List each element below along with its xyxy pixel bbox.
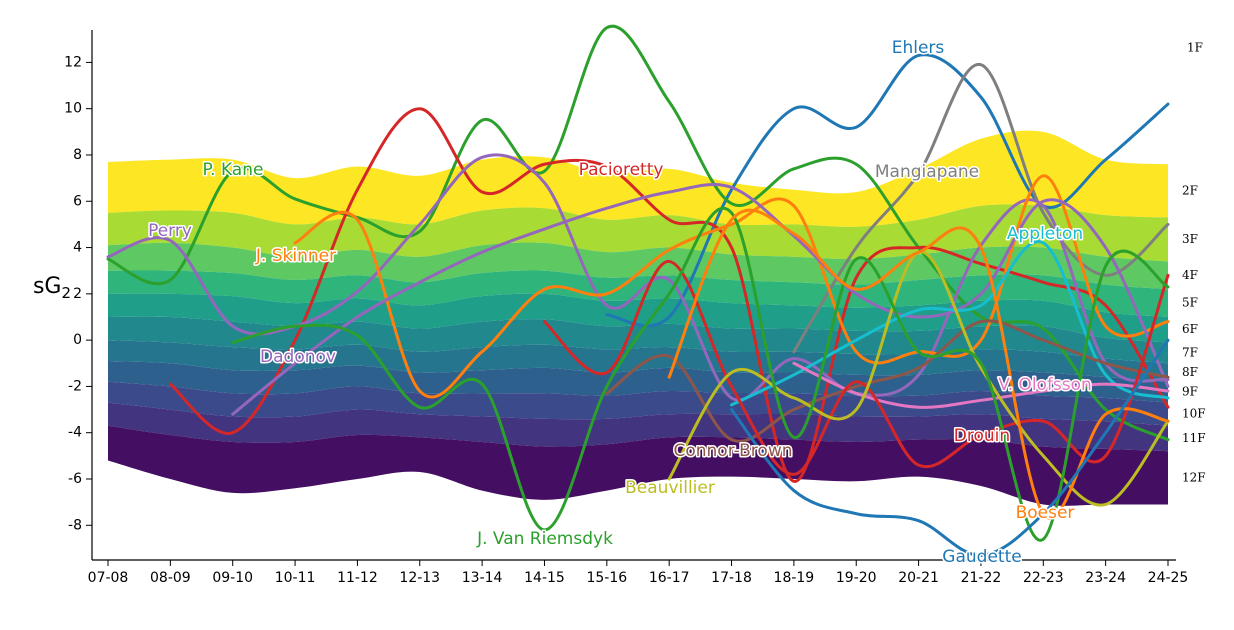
player-label: Appleton <box>1007 224 1083 244</box>
player-line <box>542 259 1170 476</box>
band-label: 12F <box>1182 470 1206 484</box>
player-line <box>792 361 1170 409</box>
x-tick-label: 10-11 <box>275 570 316 586</box>
x-tick-label: 16-17 <box>649 570 690 586</box>
player-label: Drouin <box>954 426 1010 446</box>
x-tick-label: 07-08 <box>88 570 129 586</box>
band-label: 11F <box>1182 431 1206 445</box>
band-area <box>108 402 1168 452</box>
x-tick-label: 11-12 <box>337 570 378 586</box>
x-tick-label: 08-09 <box>150 570 191 586</box>
player-label: J. Van Riemsdyk <box>476 529 613 549</box>
player-line <box>231 183 1170 416</box>
y-tick-label: 6 <box>73 193 82 209</box>
player-label: Beauvillier <box>625 478 715 498</box>
player-label: Pacioretty <box>579 160 664 180</box>
x-tick-label: 15-16 <box>586 570 627 586</box>
player-label: Connor-Brown <box>673 441 792 461</box>
x-tick-label: 14-15 <box>524 570 565 586</box>
band-label: 3F <box>1182 232 1198 246</box>
y-label-main: sG <box>33 274 62 299</box>
band-area <box>108 360 1168 403</box>
x-tick-label: 12-13 <box>399 570 440 586</box>
player-label: Gaudette <box>942 547 1021 567</box>
band-label: 5F <box>1182 296 1198 310</box>
band-label: 2F <box>1182 183 1198 197</box>
y-tick-label: 0 <box>73 332 82 348</box>
y-tick-label: 12 <box>64 54 82 70</box>
player-label: Ehlers <box>892 38 945 58</box>
x-tick-label: 18-19 <box>774 570 815 586</box>
y-tick-label: 2 <box>73 286 82 302</box>
y-tick-label: -6 <box>68 471 82 487</box>
player-line <box>730 338 1170 557</box>
x-tick-label: 23-24 <box>1085 570 1126 586</box>
player-line <box>106 24 1170 442</box>
y-tick-label: -8 <box>68 517 82 533</box>
x-tick-label: 22-23 <box>1023 570 1064 586</box>
y-tick-label: 4 <box>73 240 82 256</box>
player-line <box>168 107 1170 483</box>
band-label: 9F <box>1182 385 1198 399</box>
x-tick-label: 19-20 <box>836 570 877 586</box>
band-area <box>108 381 1168 426</box>
band-label: 10F <box>1182 407 1206 421</box>
player-label: P. Kane <box>203 160 264 180</box>
band-area <box>108 130 1168 227</box>
band-label: 8F <box>1182 365 1198 379</box>
player-label: Dadonov <box>260 347 336 367</box>
band-label: 4F <box>1182 268 1198 282</box>
x-tick-label: 09-10 <box>212 570 253 586</box>
y-tick-label: -4 <box>68 425 82 441</box>
x-tick-label: 17-18 <box>711 570 752 586</box>
band-area <box>108 316 1168 364</box>
band-label: 7F <box>1182 345 1198 359</box>
x-tick-label: 13-14 <box>462 570 503 586</box>
y-axis-label: sG2 <box>33 274 71 302</box>
x-tick-label: 21-22 <box>961 570 1002 586</box>
band-label: 1F <box>1187 41 1203 55</box>
player-label: V. Olofsson <box>998 375 1092 395</box>
player-label: Boeser <box>1016 503 1075 523</box>
player-line <box>231 206 1170 542</box>
y-tick-label: -2 <box>68 378 82 394</box>
x-tick-label: 20-21 <box>898 570 939 586</box>
player-label: J. Skinner <box>255 246 336 266</box>
player-line <box>605 53 1170 328</box>
player-line <box>605 319 1170 443</box>
y-tick-label: 10 <box>64 101 82 117</box>
y-tick-label: 8 <box>73 147 82 163</box>
band-label: 6F <box>1182 322 1198 336</box>
player-label: Mangiapane <box>875 162 979 182</box>
player-label: Perry <box>148 221 192 241</box>
y-label-subscript: 2 <box>61 284 71 302</box>
x-tick-label: 24-25 <box>1148 570 1189 586</box>
